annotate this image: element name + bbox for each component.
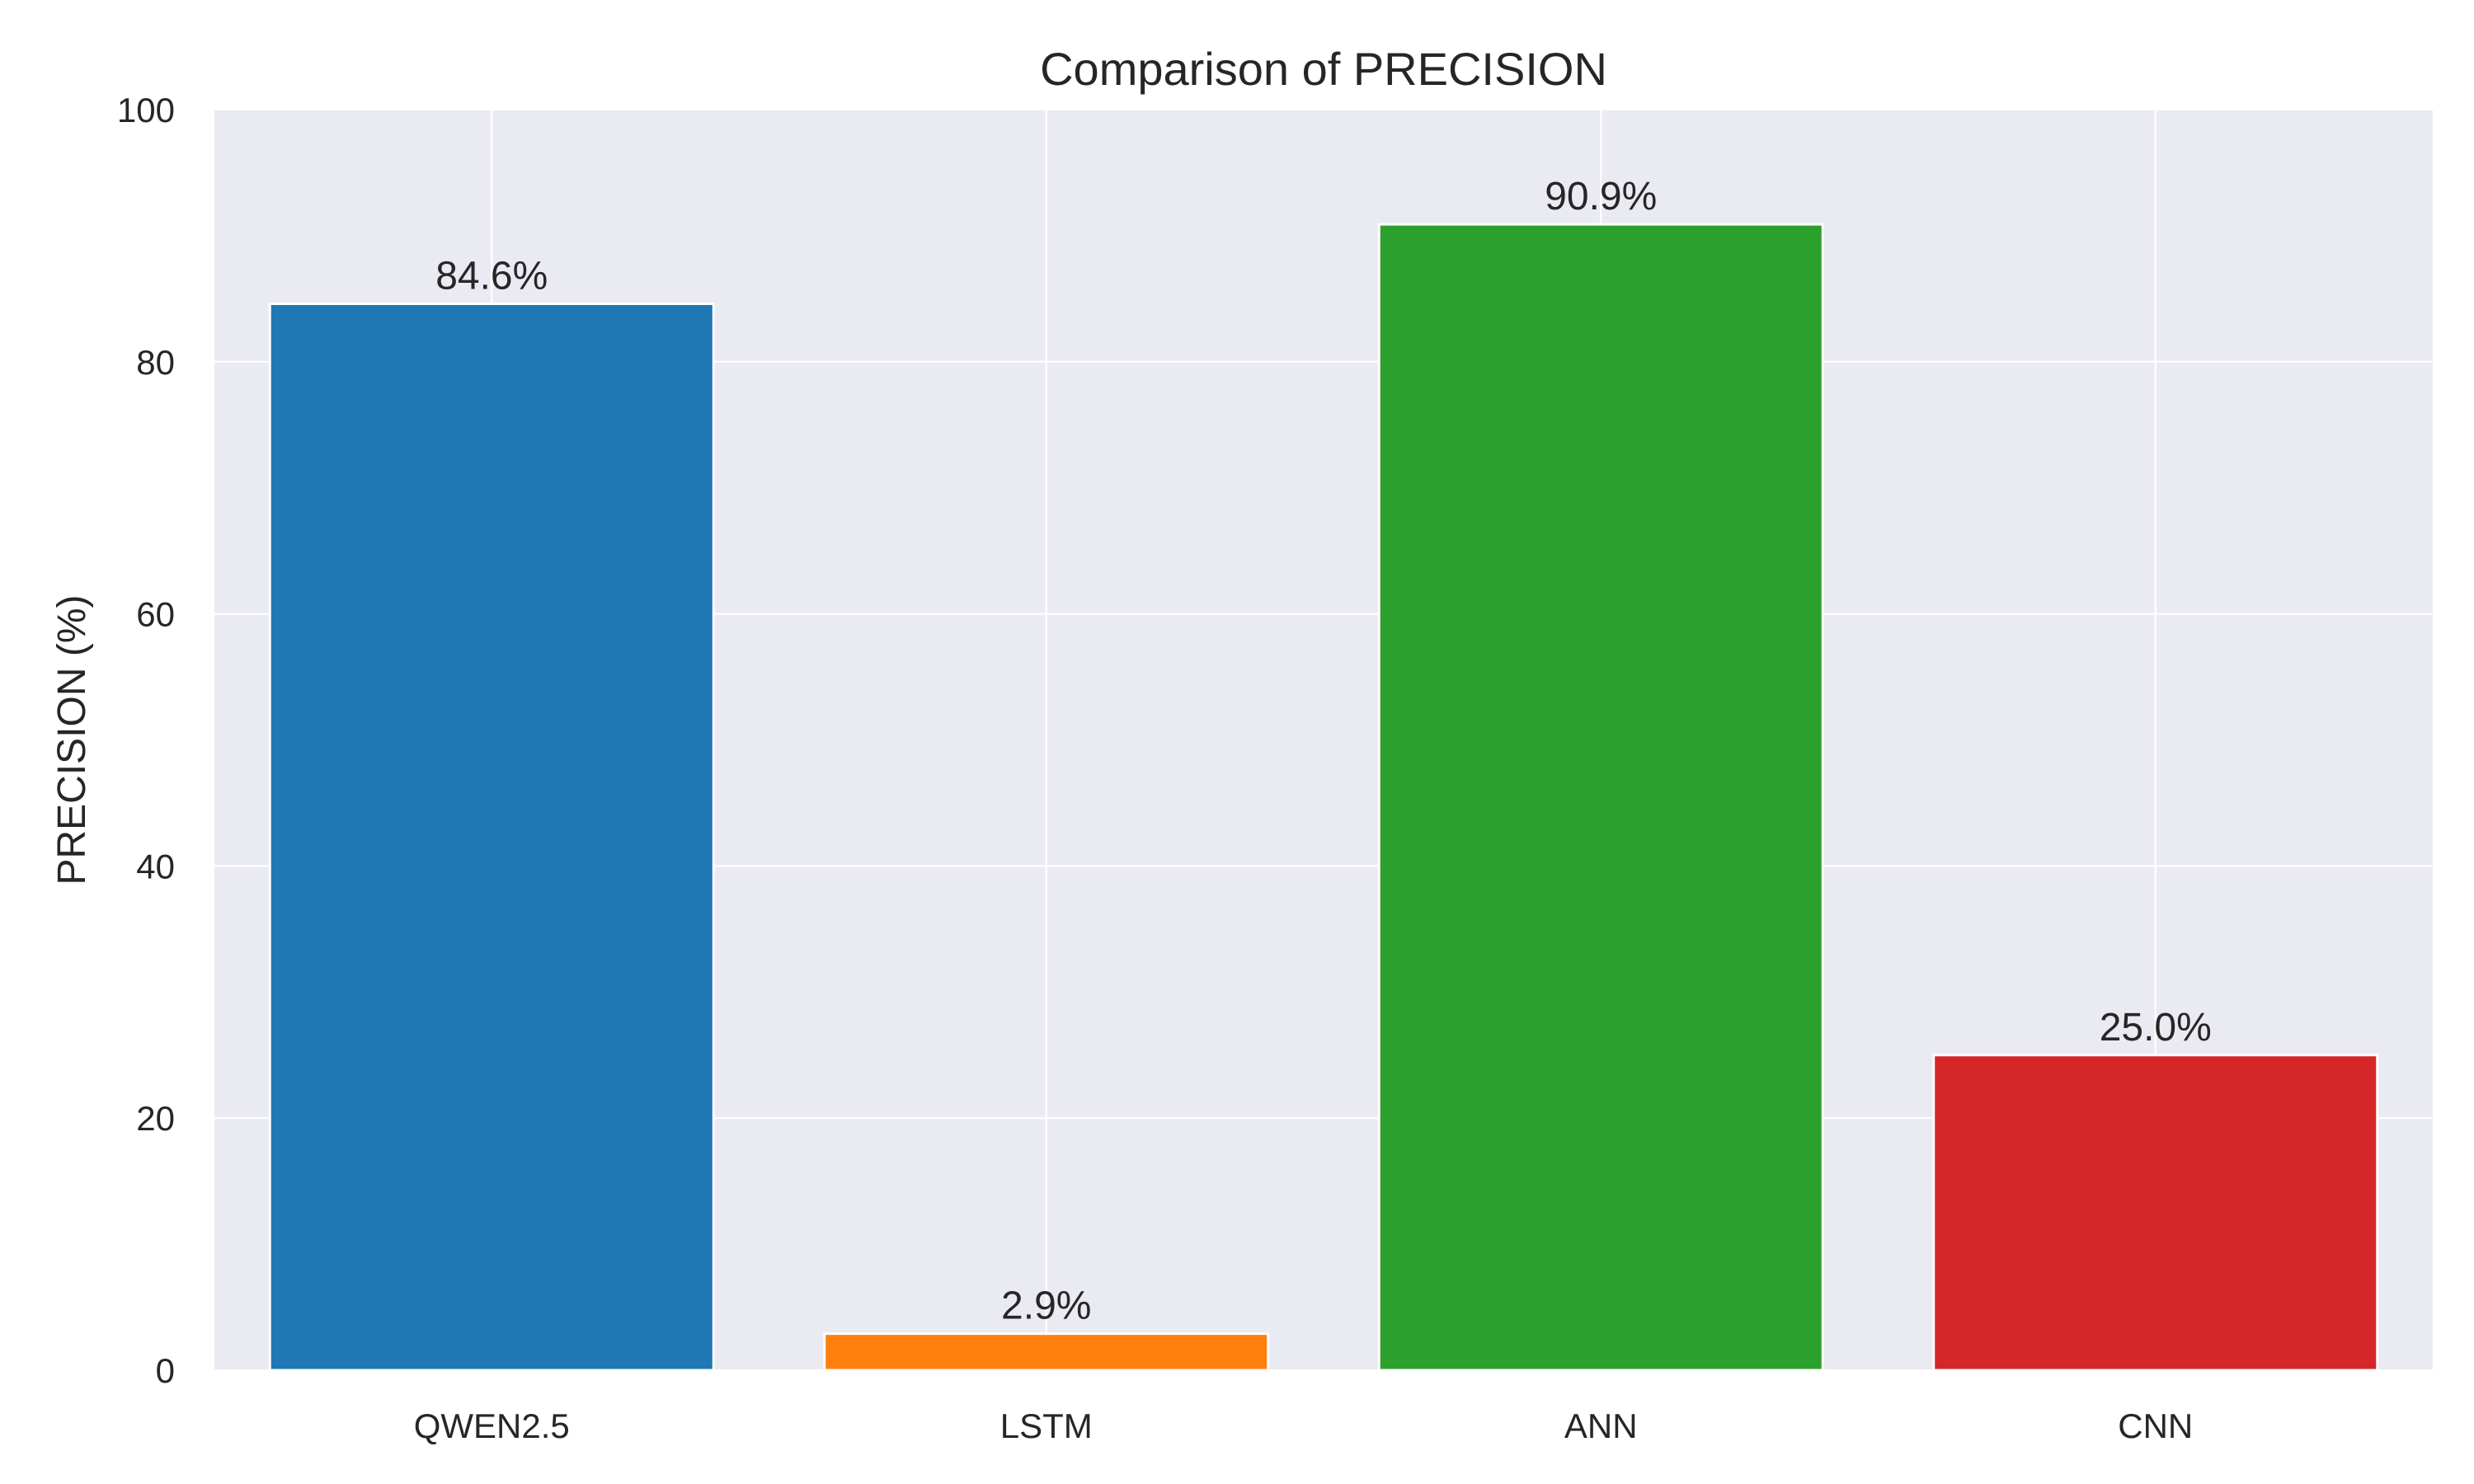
- data-label: 84.6%: [435, 254, 548, 298]
- x-tick-label: ANN: [1564, 1407, 1638, 1445]
- data-label: 2.9%: [1001, 1284, 1091, 1328]
- data-label: 90.9%: [1545, 175, 1657, 218]
- data-labels: 84.6% 2.9% 90.9% 25.0%: [435, 175, 2212, 1328]
- bar-cnn: [1932, 1054, 2379, 1372]
- x-tick-label: CNN: [2118, 1407, 2193, 1445]
- data-label: 25.0%: [2100, 1006, 2212, 1050]
- bar-qwen2-5: [268, 302, 715, 1372]
- bar-lstm: [823, 1332, 1270, 1372]
- y-tick-label: 0: [156, 1351, 175, 1390]
- y-tick-label: 100: [117, 91, 175, 129]
- y-tick-label: 20: [136, 1099, 175, 1138]
- x-tick-label: QWEN2.5: [414, 1407, 570, 1445]
- y-tick-label: 60: [136, 595, 175, 634]
- y-tick-label: 40: [136, 847, 175, 885]
- y-axis-label: PRECISION (%): [50, 594, 94, 885]
- y-tick-label: 80: [136, 343, 175, 382]
- bars: [268, 223, 2379, 1372]
- chart-title: Comparison of PRECISION: [1040, 43, 1607, 95]
- bar-ann: [1377, 223, 1824, 1372]
- x-axis-ticks: QWEN2.5 LSTM ANN CNN: [414, 1407, 2194, 1445]
- y-axis-ticks: 0 20 40 60 80 100: [117, 91, 175, 1390]
- x-tick-label: LSTM: [1000, 1407, 1093, 1445]
